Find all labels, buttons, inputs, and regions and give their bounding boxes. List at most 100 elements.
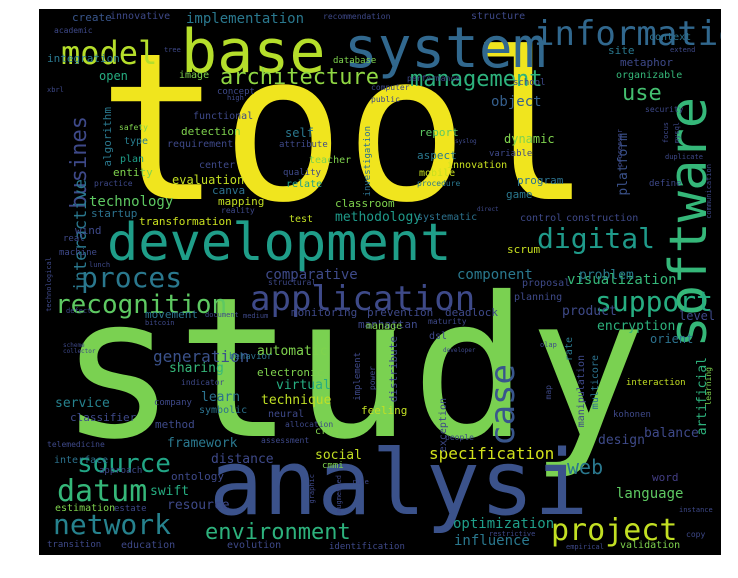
word-language: language bbox=[616, 486, 684, 502]
word-extend: extend bbox=[670, 46, 696, 54]
word-empirical: empirical bbox=[566, 543, 604, 551]
word-control: control bbox=[520, 213, 563, 224]
word-framework: framework bbox=[167, 436, 238, 451]
word-proces: proces bbox=[81, 261, 183, 294]
word-innovative: innovative bbox=[110, 11, 171, 22]
word-neural: neural bbox=[268, 409, 305, 420]
word-automatic: automatic bbox=[257, 344, 328, 359]
word-orient: orient bbox=[650, 332, 694, 346]
word-structural: structural bbox=[268, 278, 317, 287]
word-database: database bbox=[333, 56, 377, 66]
word-symbolic: symbolic bbox=[199, 405, 248, 416]
word-transition: transition bbox=[47, 540, 102, 550]
word-support: support bbox=[595, 285, 714, 318]
word-document: document bbox=[205, 311, 239, 319]
word-base: base bbox=[181, 17, 326, 87]
word-deadlock: deadlock bbox=[445, 306, 498, 319]
word-technology: technology bbox=[89, 194, 174, 210]
word-tool: tool bbox=[98, 10, 592, 248]
word-implementation: implementation bbox=[186, 11, 305, 27]
word-recognition: recognition bbox=[55, 290, 228, 320]
word-xbrl: xbrl bbox=[47, 86, 64, 94]
word-digital: digital bbox=[537, 222, 656, 255]
word-detection: detection bbox=[181, 125, 241, 138]
word-learn: learn bbox=[201, 390, 241, 405]
word-copy: copy bbox=[686, 530, 706, 539]
word-proposal: proposal bbox=[522, 278, 571, 289]
word-classroom: classroom bbox=[335, 197, 395, 210]
word-power: power bbox=[368, 366, 377, 391]
word-syslog: syslog bbox=[455, 138, 477, 145]
word-processor: processor bbox=[616, 129, 624, 167]
word-behavior: behavior bbox=[229, 352, 273, 362]
word-image: image bbox=[179, 70, 210, 81]
word-graphic: graphic bbox=[308, 474, 316, 504]
word-self: self bbox=[285, 126, 314, 140]
word-variable: variable bbox=[489, 149, 533, 159]
word-virtual: virtual bbox=[276, 378, 331, 393]
word-define: define bbox=[649, 179, 682, 189]
word-case: case bbox=[483, 364, 523, 446]
word-swift: swift bbox=[150, 484, 190, 499]
word-application: application bbox=[250, 279, 476, 319]
word-plan: plan bbox=[120, 154, 145, 165]
word-mysql: mysql bbox=[673, 122, 681, 144]
word-real: real bbox=[63, 234, 85, 244]
word-word: word bbox=[652, 471, 679, 484]
word-mapping: mapping bbox=[218, 195, 265, 208]
word-scheme: scheme bbox=[63, 342, 85, 349]
word-entity: entity bbox=[113, 166, 153, 179]
word-dsl: dsl bbox=[429, 331, 448, 342]
word-create: create bbox=[72, 11, 112, 24]
word-quality: quality bbox=[283, 168, 321, 178]
word-algorithm: algorithm bbox=[101, 107, 114, 167]
word-distance: distance bbox=[211, 452, 274, 467]
word-influence: influence bbox=[454, 533, 530, 549]
word-report: report bbox=[419, 126, 459, 139]
word-optimization: optimization bbox=[453, 516, 555, 532]
word-machine: machine bbox=[59, 248, 97, 258]
word-augmented: augmented bbox=[335, 475, 343, 513]
word-model: model bbox=[61, 34, 158, 72]
word-functional: functional bbox=[193, 111, 254, 122]
word-developer: developer bbox=[443, 347, 476, 354]
word-project: project bbox=[551, 513, 678, 548]
word-validation: validation bbox=[620, 540, 681, 551]
word-duplicate: duplicate bbox=[665, 153, 703, 161]
word-learning: learning bbox=[704, 367, 713, 406]
word-integration: integration bbox=[47, 52, 120, 65]
word-program: program bbox=[517, 174, 564, 187]
word-problem: problem bbox=[579, 268, 634, 283]
word-network: network bbox=[53, 508, 172, 541]
word-defect: defect bbox=[66, 307, 92, 315]
word-product: product bbox=[562, 304, 617, 319]
word-collector: collector bbox=[63, 348, 96, 355]
word-indicator: indicator bbox=[181, 378, 225, 387]
word-level: level bbox=[679, 309, 716, 323]
word-balance: balance bbox=[644, 426, 699, 441]
word-manhattan: manhattan bbox=[358, 318, 418, 331]
word-prevention: prevention bbox=[367, 306, 434, 319]
word-multicore: multicore bbox=[590, 355, 601, 410]
word-structure: structure bbox=[471, 11, 526, 22]
word-method: method bbox=[155, 418, 195, 431]
word-scrum: scrum bbox=[507, 243, 541, 256]
word-manipulation: manipulation bbox=[576, 355, 587, 428]
word-canva: canva bbox=[212, 184, 246, 197]
word-wind: wind bbox=[75, 224, 102, 237]
word-startup: startup bbox=[91, 207, 138, 220]
word-cros: cros bbox=[315, 426, 340, 437]
word-electronic: electronic bbox=[257, 366, 324, 379]
word-development: development bbox=[107, 213, 452, 273]
word-procedure: procedure bbox=[417, 179, 461, 188]
word-approach: approach bbox=[99, 466, 143, 476]
word-allocation: allocation bbox=[285, 420, 334, 429]
word-olap: olap bbox=[540, 341, 557, 349]
word-restrictive: restrictive bbox=[489, 530, 536, 538]
word-telemedicine: telemedicine bbox=[47, 440, 105, 449]
word-performance: performance bbox=[407, 74, 460, 83]
word-metaphor: metaphor bbox=[620, 56, 673, 69]
word-use: use bbox=[622, 81, 662, 106]
word-rate: rate bbox=[564, 337, 575, 362]
word-practice: practice bbox=[94, 179, 133, 188]
